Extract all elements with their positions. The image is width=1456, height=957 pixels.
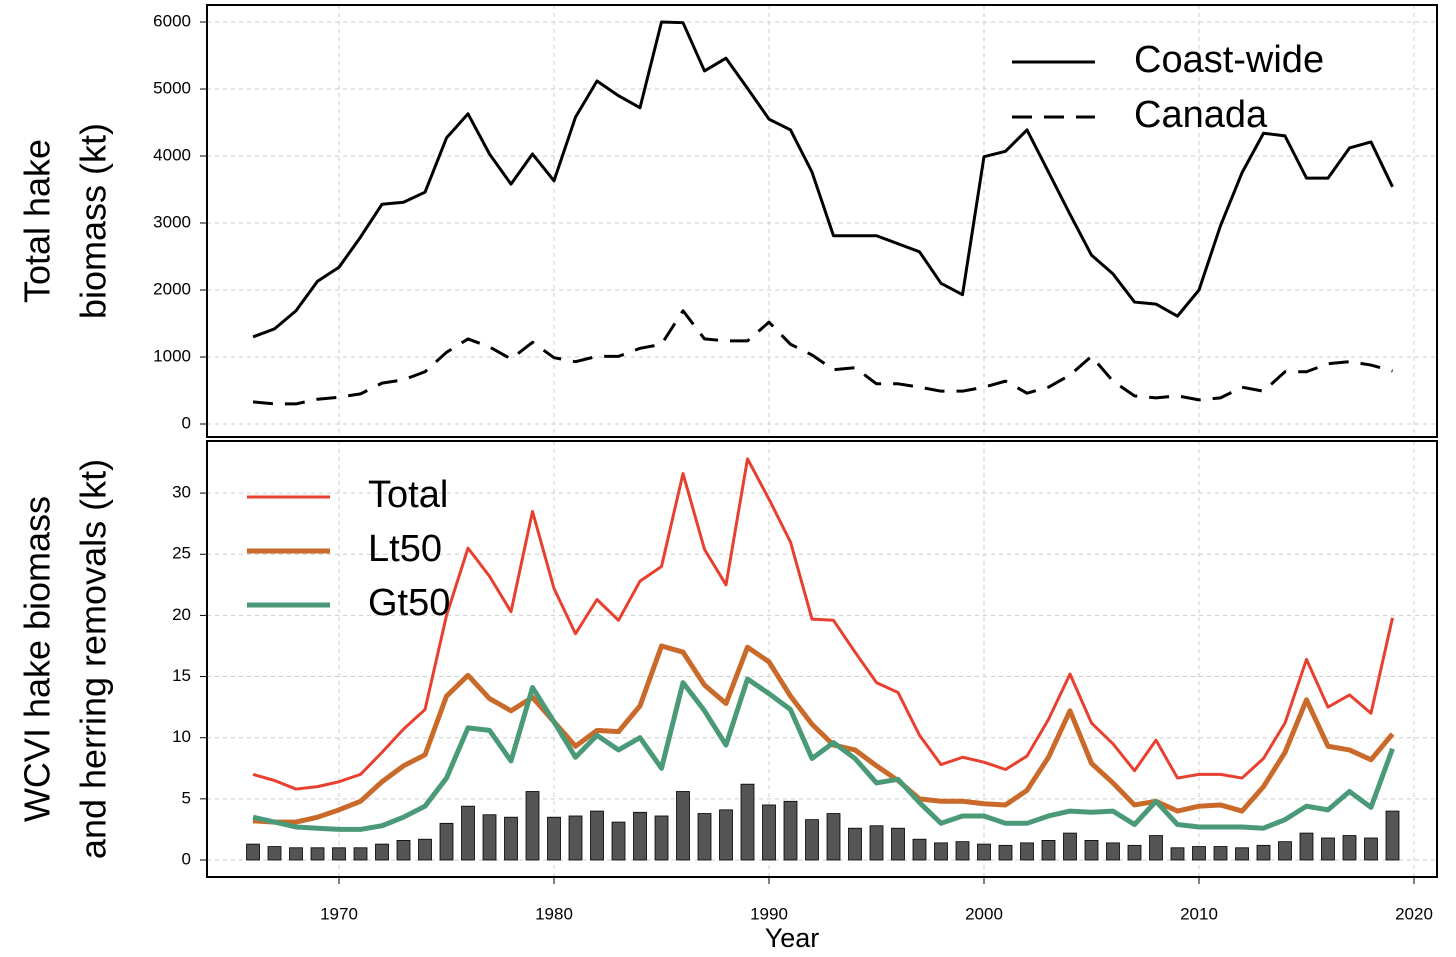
bar bbox=[891, 827, 905, 861]
bar bbox=[418, 838, 432, 861]
x-tick-label: 2010 bbox=[1180, 904, 1218, 923]
x-tick-label: 1970 bbox=[320, 904, 358, 923]
bar bbox=[1278, 841, 1292, 861]
y-tick-label: 0 bbox=[182, 849, 191, 868]
bar bbox=[912, 838, 927, 861]
y-axis-label: biomass (kt) bbox=[73, 123, 114, 319]
bar bbox=[1299, 832, 1314, 861]
bar bbox=[439, 822, 454, 861]
bar bbox=[869, 825, 884, 861]
y-axis-label: and herring removals (kt) bbox=[73, 459, 114, 859]
x-tick-label: 1980 bbox=[535, 904, 573, 923]
bar bbox=[1235, 847, 1249, 861]
legend-label: Gt50 bbox=[368, 582, 450, 624]
bar bbox=[633, 811, 647, 861]
bar bbox=[783, 800, 798, 861]
bar bbox=[1256, 844, 1271, 861]
bar bbox=[504, 816, 518, 861]
bar bbox=[590, 810, 604, 861]
y-tick-label: 25 bbox=[172, 544, 191, 563]
bar bbox=[1106, 842, 1120, 861]
line-series bbox=[252, 457, 1394, 791]
bar bbox=[1213, 846, 1228, 861]
y-tick-label: 1000 bbox=[153, 346, 191, 365]
bar bbox=[375, 843, 389, 861]
legend-label: Total bbox=[368, 474, 448, 516]
y-tick-label: 2000 bbox=[153, 279, 191, 298]
bar bbox=[1127, 844, 1142, 861]
bar bbox=[977, 843, 991, 861]
bar bbox=[719, 809, 733, 861]
y-tick-label: 10 bbox=[172, 727, 191, 746]
bar bbox=[1342, 835, 1357, 861]
bar bbox=[332, 847, 346, 861]
bar bbox=[1041, 840, 1056, 861]
y-tick-label: 6000 bbox=[153, 12, 191, 31]
x-tick-label: 2000 bbox=[965, 904, 1003, 923]
legend-label: Lt50 bbox=[368, 528, 442, 570]
line-series bbox=[252, 20, 1394, 339]
x-tick-label: 2020 bbox=[1395, 904, 1433, 923]
y-tick-label: 3000 bbox=[153, 212, 191, 231]
bar bbox=[482, 814, 497, 861]
line-series bbox=[252, 309, 1393, 406]
bar bbox=[267, 846, 282, 861]
bar bbox=[848, 827, 862, 861]
bar bbox=[568, 815, 583, 861]
bar bbox=[955, 841, 970, 861]
bar bbox=[740, 783, 755, 861]
plot-frame bbox=[206, 4, 1438, 438]
bar bbox=[461, 805, 475, 861]
y-tick-label: 5000 bbox=[153, 78, 191, 97]
bar bbox=[676, 791, 690, 861]
bar bbox=[1192, 846, 1206, 861]
y-tick-label: 0 bbox=[182, 413, 191, 432]
y-tick-label: 5 bbox=[182, 788, 191, 807]
legend-label: Canada bbox=[1134, 94, 1268, 136]
x-axis-label: Year bbox=[765, 923, 820, 953]
bar bbox=[805, 819, 819, 861]
y-tick-label: 20 bbox=[172, 605, 191, 624]
legend-label: Coast-wide bbox=[1134, 39, 1324, 81]
plot-frame bbox=[206, 440, 1438, 878]
bar bbox=[762, 804, 776, 861]
bar bbox=[697, 813, 712, 861]
line-series bbox=[252, 676, 1395, 832]
bar bbox=[525, 791, 540, 861]
bar bbox=[396, 840, 411, 861]
bar bbox=[1063, 832, 1077, 861]
y-tick-label: 15 bbox=[172, 666, 191, 685]
y-axis-label: Total hake bbox=[17, 139, 58, 303]
bar bbox=[1321, 837, 1335, 861]
bar bbox=[611, 821, 626, 861]
x-tick-label: 1990 bbox=[750, 904, 788, 923]
bar bbox=[353, 847, 368, 861]
bar bbox=[1170, 847, 1185, 861]
bar bbox=[998, 844, 1013, 861]
bar bbox=[1149, 835, 1163, 861]
bar bbox=[246, 843, 260, 861]
bar bbox=[547, 816, 561, 861]
y-axis-label: WCVI hake biomass bbox=[17, 496, 58, 822]
bar bbox=[826, 813, 841, 861]
bar bbox=[1364, 837, 1378, 861]
bar bbox=[310, 847, 325, 861]
line-series bbox=[252, 643, 1395, 825]
bar bbox=[1020, 842, 1034, 861]
y-tick-label: 4000 bbox=[153, 145, 191, 164]
bar bbox=[1385, 810, 1400, 861]
bar bbox=[1084, 840, 1099, 861]
y-tick-label: 30 bbox=[172, 483, 191, 502]
bar bbox=[654, 815, 669, 861]
bar bbox=[289, 847, 303, 861]
bar bbox=[934, 842, 948, 861]
